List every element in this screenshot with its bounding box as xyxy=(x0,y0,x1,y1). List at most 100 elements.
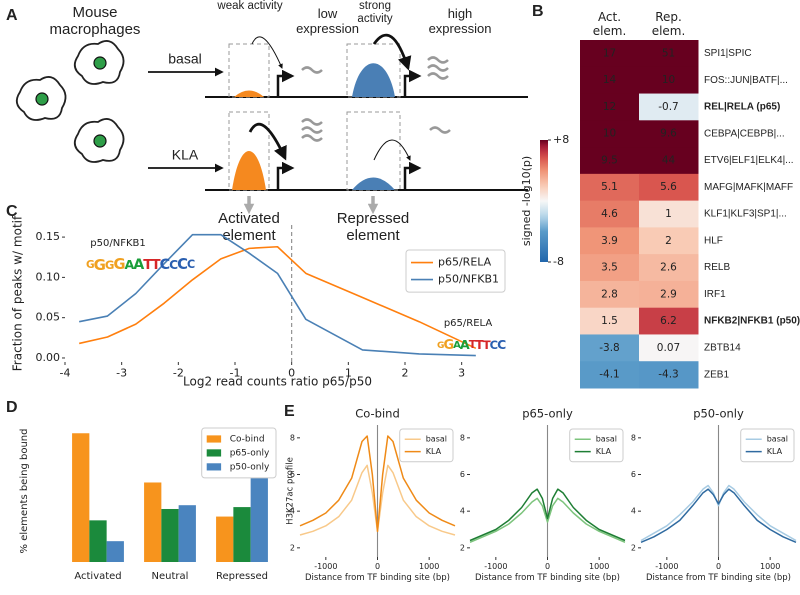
y-tick-label: 2 xyxy=(631,543,636,552)
cell xyxy=(73,40,125,85)
element-label: Repressed element xyxy=(336,210,410,244)
activity-label: weak activity xyxy=(217,0,283,12)
x-tick-label: -1000 xyxy=(484,562,507,571)
x-tick-label: -1000 xyxy=(655,562,678,571)
label-box: Distance from TF binding site (bp) xyxy=(646,573,791,583)
x-tick-label: 3 xyxy=(458,367,465,380)
legend-box xyxy=(740,428,795,463)
cell-label: 10 xyxy=(662,74,675,86)
transcript xyxy=(301,66,323,74)
row-label: HLF xyxy=(704,235,723,246)
cell-label: -0.7 xyxy=(658,101,679,113)
cell-label: 2.8 xyxy=(601,288,618,300)
motif-logo: GGGGAATTCCCC xyxy=(86,256,195,274)
x-tick-label: Activated xyxy=(74,571,121,582)
heatmap-cell xyxy=(639,200,699,228)
legend: p65/RELA p50/NFKB1 xyxy=(405,249,506,293)
heatmap-cell xyxy=(580,40,640,68)
label-box: Activated element xyxy=(218,210,280,244)
condition-label: KLA xyxy=(172,147,199,163)
y-tick-label: 8 xyxy=(460,433,465,442)
x-tick-label: 1000 xyxy=(589,562,609,571)
activity-arrow xyxy=(372,33,412,71)
activity-label: strong activity xyxy=(357,0,393,25)
label-box: Mouse macrophages xyxy=(49,4,141,38)
cell-label: 14 xyxy=(603,74,617,86)
panel-label: C xyxy=(6,203,18,220)
cell-label: 9.5 xyxy=(601,154,618,166)
row-label: RELB xyxy=(704,262,730,273)
heatmap-cell xyxy=(639,307,699,335)
promoter xyxy=(403,69,422,97)
legend-label: basal xyxy=(426,435,447,444)
y-tick-label: 6 xyxy=(631,470,636,479)
y-tick-label: 4 xyxy=(631,507,636,516)
y-axis-label: % elements being bound xyxy=(19,429,30,554)
cell-label: 12 xyxy=(603,101,616,113)
legend-swatch xyxy=(206,435,222,443)
cell-label: 0.07 xyxy=(657,342,680,354)
y-axis-label: Fraction of peaks w/ motif xyxy=(11,215,25,371)
transcript xyxy=(301,118,323,142)
row-label: KLF1|KLF3|SP1|... xyxy=(704,209,787,220)
expression-label: low expression xyxy=(296,6,359,36)
bar xyxy=(106,541,124,562)
legend-label: p65-only xyxy=(230,448,270,458)
legend-box xyxy=(569,428,624,463)
legend-swatch xyxy=(206,463,222,471)
legend-label: basal xyxy=(596,435,617,444)
heatmap-cell xyxy=(580,361,640,389)
cell-label: 4.6 xyxy=(601,208,618,220)
label-box: Act. elem. xyxy=(593,10,627,38)
legend: basal KLA xyxy=(569,428,624,463)
legend-box xyxy=(399,428,454,463)
cell-label: 1 xyxy=(665,208,672,220)
bar xyxy=(161,508,179,562)
cell-label: 10 xyxy=(603,128,616,140)
promoter xyxy=(276,69,295,97)
heatmap-cell xyxy=(580,200,640,228)
activity-arrow xyxy=(373,139,411,161)
annotation: p65/RELA xyxy=(444,318,493,329)
legend-box xyxy=(405,249,506,293)
label-box: high expression xyxy=(429,6,492,36)
cell xyxy=(73,118,125,163)
heatmap-cell xyxy=(639,173,699,202)
bar xyxy=(233,507,251,562)
heatmap-cell xyxy=(639,334,699,362)
cell-label: 51 xyxy=(662,47,675,59)
legend-label: Co-bind xyxy=(230,434,265,444)
x-axis-label: Log2 read counts ratio p65/p50 xyxy=(183,375,372,389)
annotation: p50/NFKB1 xyxy=(90,238,145,249)
x-tick-label: 0 xyxy=(375,562,380,571)
y-tick-label: 4 xyxy=(460,507,465,516)
peak xyxy=(234,90,264,97)
colorbar-tick-label: -8 xyxy=(553,255,564,268)
label-box: low expression xyxy=(296,6,359,36)
row-label: ZBTB14 xyxy=(704,342,741,353)
y-tick-label: 2 xyxy=(460,543,465,552)
y-tick-label: 0.05 xyxy=(36,311,61,324)
y-tick-label: 0.10 xyxy=(36,270,61,283)
colorbar-label: signed -log10(p) xyxy=(520,156,533,246)
motif-logo: GGAATTTCC xyxy=(437,337,506,353)
diagram: A Mouse macrophages basal KLA weak activ… xyxy=(6,0,528,244)
heatmap-cell xyxy=(639,227,699,255)
line-series xyxy=(640,488,797,544)
row-label: CEBPA|CEBPB|... xyxy=(704,128,785,139)
cell-label: -4.1 xyxy=(599,369,620,381)
cells-title: Mouse macrophages xyxy=(49,4,141,38)
colorbar-tick-label: +8 xyxy=(553,133,569,146)
panel-label: E xyxy=(284,403,295,420)
cell-label: 3.5 xyxy=(601,262,618,274)
heatmap-cell xyxy=(580,334,640,362)
label-box: strong activity xyxy=(357,0,393,25)
cell-label: 2 xyxy=(665,235,672,247)
bar xyxy=(89,520,107,562)
peak xyxy=(352,177,395,190)
heatmap-cell xyxy=(580,120,640,148)
panel-label: D xyxy=(6,399,18,416)
x-tick-label: 2 xyxy=(402,367,409,380)
legend-label: basal xyxy=(767,435,788,444)
